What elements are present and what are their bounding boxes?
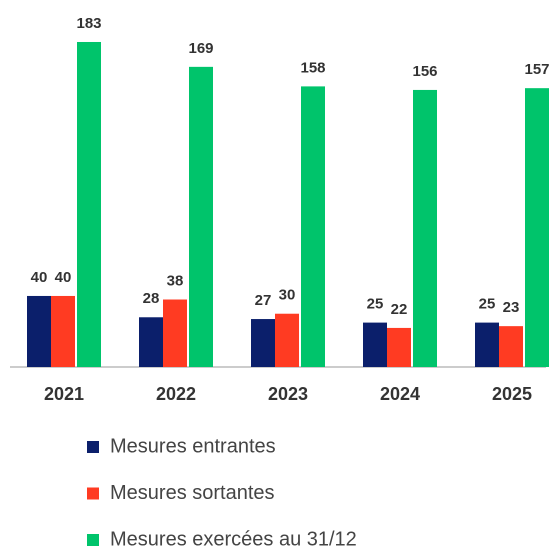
bar (275, 313, 299, 367)
value-label: 38 (167, 272, 184, 289)
value-label: 27 (255, 292, 272, 309)
legend-label: Mesures sortantes (110, 482, 275, 504)
value-label: 25 (367, 296, 384, 313)
value-label: 158 (300, 59, 325, 76)
value-label: 28 (143, 290, 160, 307)
x-tick-label: 2023 (268, 384, 308, 404)
legend-swatch (87, 487, 99, 500)
value-label: 23 (503, 299, 520, 316)
value-label: 25 (479, 296, 496, 313)
bar (499, 326, 523, 367)
bar (189, 66, 213, 367)
legend-label: Mesures entrantes (110, 435, 276, 457)
bar (139, 317, 163, 367)
value-label: 22 (391, 301, 408, 318)
value-label: 30 (279, 287, 296, 304)
x-tick-label: 2021 (44, 384, 84, 404)
x-tick-label: 2022 (156, 384, 196, 404)
bar (413, 89, 437, 367)
x-tick-label: 2024 (380, 384, 420, 404)
bar (475, 322, 499, 367)
bar (163, 299, 187, 367)
value-label: 157 (524, 61, 549, 78)
value-label: 156 (412, 63, 437, 80)
bar (77, 41, 101, 367)
legend-label: Mesures exercées au 31/12 (110, 528, 357, 550)
bar (27, 295, 51, 367)
value-label: 40 (31, 269, 48, 286)
legend-swatch (87, 441, 99, 453)
legend-swatch (87, 534, 99, 546)
value-label: 40 (55, 269, 72, 286)
bar (387, 327, 411, 367)
bar (525, 88, 549, 367)
bar (51, 295, 75, 367)
bar (363, 322, 387, 367)
value-label: 169 (188, 40, 213, 57)
x-tick-label: 2025 (492, 384, 532, 404)
bar (251, 319, 275, 367)
value-label: 183 (76, 15, 101, 32)
bar (301, 86, 325, 367)
